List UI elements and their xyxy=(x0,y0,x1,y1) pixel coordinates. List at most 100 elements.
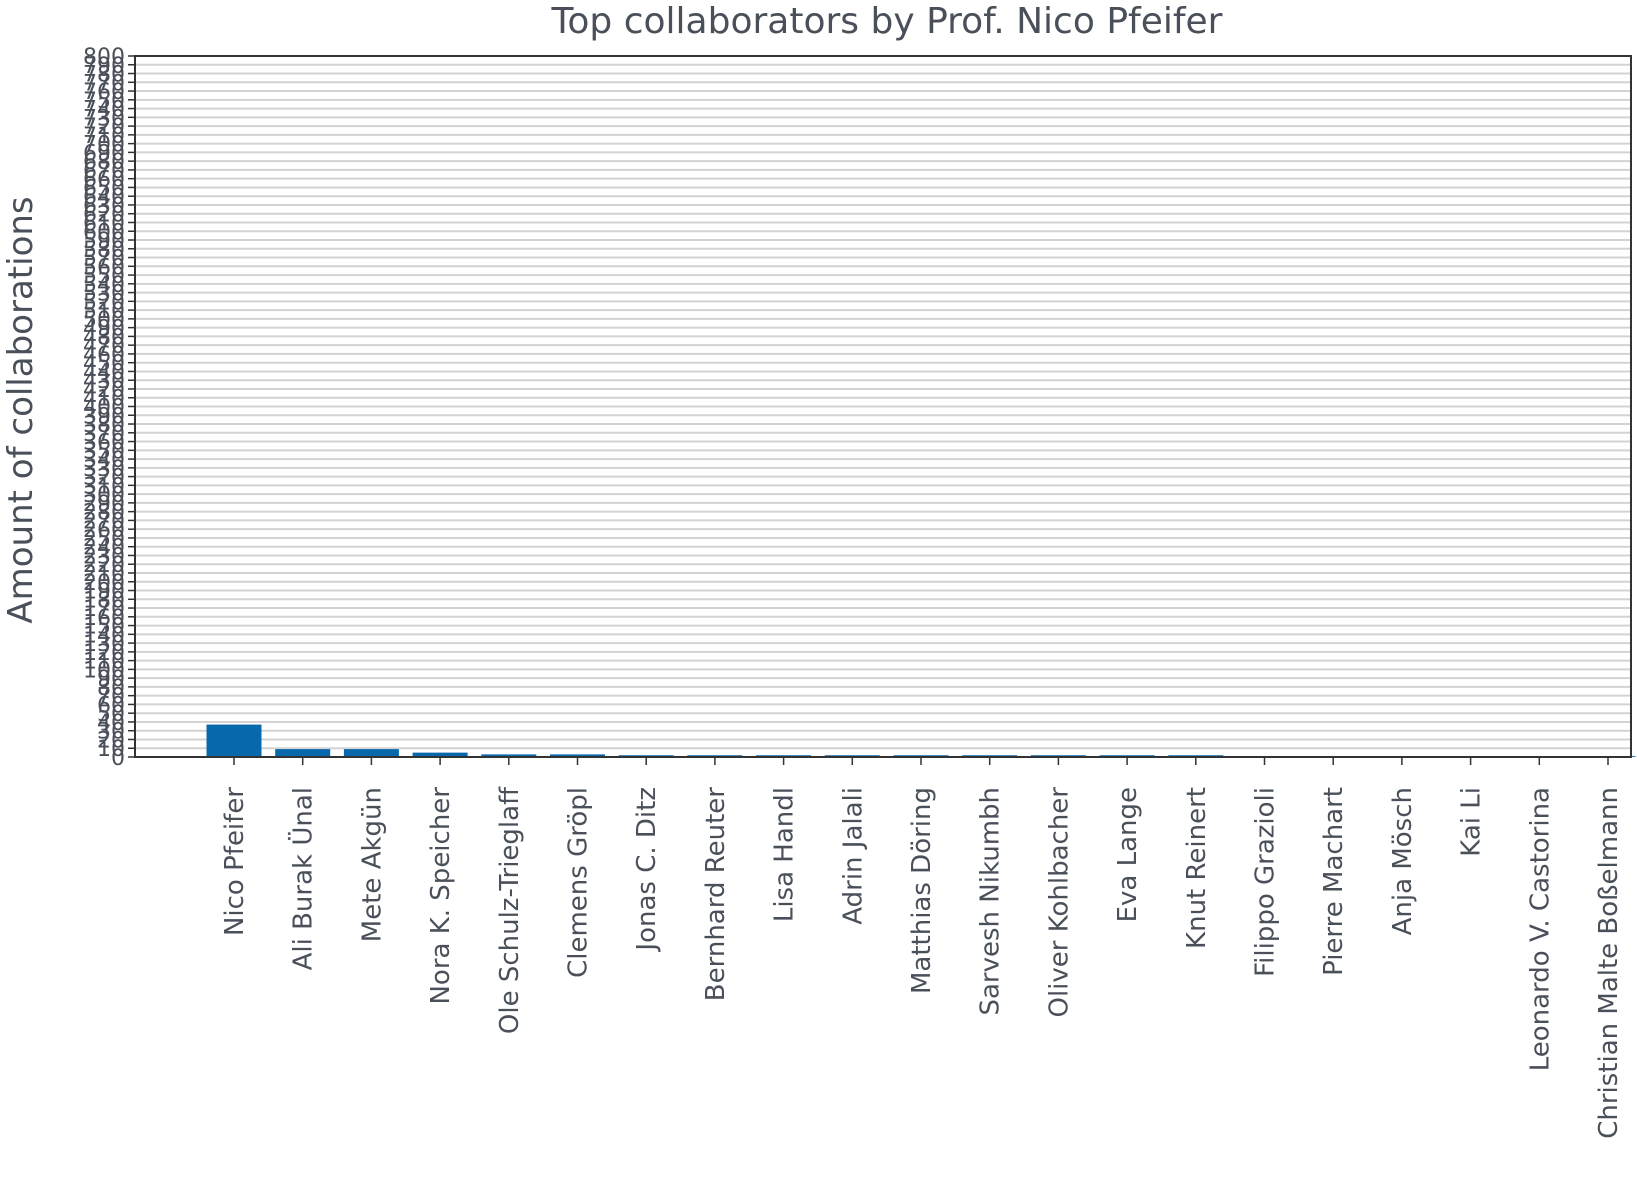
y-tick-label: 250 xyxy=(83,527,125,552)
x-tick-label: Pierre Machart xyxy=(1319,787,1349,976)
y-tick-label: 650 xyxy=(83,176,125,201)
y-tick-label: 300 xyxy=(83,483,125,508)
bars xyxy=(206,724,1636,757)
y-tick-label: 110 xyxy=(83,650,125,675)
y-tick-label: 230 xyxy=(83,544,125,569)
y-tick-label: 660 xyxy=(83,168,125,193)
y-tick-label: 360 xyxy=(83,431,125,456)
y-tick-label: 320 xyxy=(83,466,125,491)
x-tick-label: Sarvesh Nikumbh xyxy=(976,787,1006,1016)
y-tick-label: 720 xyxy=(83,115,125,140)
y-tick-label: 240 xyxy=(83,536,125,561)
bar xyxy=(412,752,468,757)
x-tick-label: Adrin Jalali xyxy=(838,787,868,925)
x-tick-label: Ole Schulz-Trieglaff xyxy=(495,786,525,1034)
y-tick-label: 0 xyxy=(111,746,125,771)
y-axis-label: Amount of collaborations xyxy=(1,196,41,623)
y-tick-label: 680 xyxy=(83,150,125,175)
y-tick-label: 370 xyxy=(83,422,125,447)
y-tick-label: 520 xyxy=(83,290,125,315)
y-tick-label: 180 xyxy=(83,588,125,613)
bar xyxy=(550,754,605,757)
y-tick-label: 420 xyxy=(83,378,125,403)
y-tick-label: 610 xyxy=(83,211,125,236)
gridlines xyxy=(135,55,1631,758)
y-tick-label: 670 xyxy=(83,159,125,184)
y-tick-label: 400 xyxy=(83,396,125,421)
y-tick-label: 620 xyxy=(83,203,125,228)
y-tick-label: 30 xyxy=(97,720,125,745)
y-tick-label: 800 xyxy=(83,45,125,70)
y-tick-label: 130 xyxy=(83,632,125,657)
y-tick-label: 260 xyxy=(83,518,125,543)
y-tick-label: 380 xyxy=(83,413,125,438)
x-tick-label: Oliver Kohlbacher xyxy=(1044,787,1074,1018)
x-tick-label: Nico Pfeifer xyxy=(220,787,250,936)
x-tick-label: Ali Burak Ünal xyxy=(287,787,319,970)
y-tick-label: 710 xyxy=(83,124,125,149)
y-tick-label: 470 xyxy=(83,334,125,359)
y-tick-label: 780 xyxy=(83,63,125,88)
x-tick-label: Matthias Döring xyxy=(907,787,937,994)
y-tick-label: 490 xyxy=(83,317,125,342)
x-tick-label: Kai Li xyxy=(1457,787,1487,857)
x-tick-label: Jonas C. Ditz xyxy=(632,787,662,953)
y-tick-label: 460 xyxy=(83,343,125,368)
x-tick-label: Eva Lange xyxy=(1113,787,1143,922)
y-tick-label: 590 xyxy=(83,229,125,254)
bar xyxy=(275,749,331,757)
bar xyxy=(343,749,399,757)
y-tick-label: 20 xyxy=(97,728,125,753)
y-tick-label: 560 xyxy=(83,255,125,280)
x-tick-label: Nora K. Speicher xyxy=(426,787,456,1005)
y-tick-label: 540 xyxy=(83,273,125,298)
y-tick-label: 40 xyxy=(97,711,125,736)
y-tick-label: 640 xyxy=(83,185,125,210)
y-tick-label: 700 xyxy=(83,133,125,158)
x-tick-label: Mete Akgün xyxy=(357,787,387,942)
y-tick-label: 150 xyxy=(83,615,125,640)
y-tick-label: 500 xyxy=(83,308,125,333)
x-tick-label: Leonardo V. Castorina xyxy=(1525,787,1555,1071)
y-tick-label: 690 xyxy=(83,141,125,166)
chart-title: Top collaborators by Prof. Nico Pfeifer xyxy=(551,1,1223,42)
x-tick-label: Clemens Gröpl xyxy=(564,787,594,978)
bar xyxy=(481,754,537,757)
y-tick-label: 270 xyxy=(83,509,125,534)
x-tick-label: Filippo Grazioli xyxy=(1251,787,1281,977)
y-tick-label: 210 xyxy=(83,562,125,587)
y-tick-label: 340 xyxy=(83,448,125,473)
y-tick-label: 630 xyxy=(83,194,125,219)
y-tick-label: 440 xyxy=(83,360,125,385)
y-tick-label: 70 xyxy=(97,685,125,710)
y-tick-label: 600 xyxy=(83,220,125,245)
y-tick-label: 750 xyxy=(83,89,125,114)
y-tick-label: 190 xyxy=(83,580,125,605)
x-tick-label: Bernhard Reuter xyxy=(701,787,731,1002)
y-tick-label: 60 xyxy=(97,693,125,718)
y-tick-label: 480 xyxy=(83,325,125,350)
y-tick-label: 550 xyxy=(83,264,125,289)
y-tick-label: 290 xyxy=(83,492,125,517)
y-tick-label: 10 xyxy=(97,737,125,762)
y-tick-label: 220 xyxy=(83,553,125,578)
y-tick-label: 530 xyxy=(83,282,125,307)
y-tick-label: 120 xyxy=(83,641,125,666)
y-tick-label: 740 xyxy=(83,98,125,123)
y-tick-label: 580 xyxy=(83,238,125,263)
x-axis-ticks: Nico Pfeifer Ali Burak Ünal Mete Akgün Nora… xyxy=(220,757,1624,1139)
y-tick-label: 140 xyxy=(83,623,125,648)
y-tick-label: 330 xyxy=(83,457,125,482)
y-tick-label: 160 xyxy=(83,606,125,631)
y-tick-label: 790 xyxy=(83,54,125,79)
x-tick-label: Christian Malte Boßelmann xyxy=(1594,787,1624,1139)
y-tick-label: 410 xyxy=(83,387,125,412)
x-tick-label: Anja Mösch xyxy=(1388,787,1418,935)
y-tick-label: 50 xyxy=(97,702,125,727)
y-tick-label: 570 xyxy=(83,247,125,272)
y-tick-label: 80 xyxy=(97,676,125,701)
y-tick-label: 310 xyxy=(83,474,125,499)
y-tick-label: 430 xyxy=(83,369,125,394)
y-tick-label: 760 xyxy=(83,80,125,105)
